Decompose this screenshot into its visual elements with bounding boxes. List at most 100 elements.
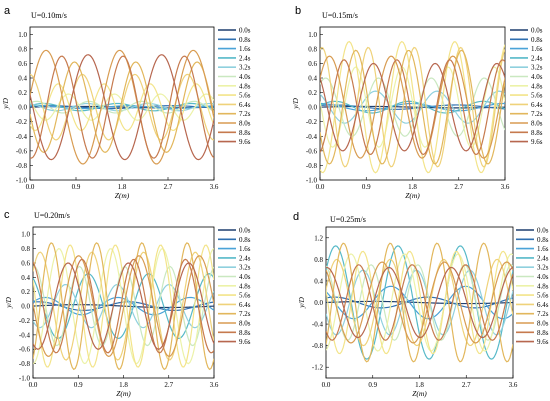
panel-letter: a — [4, 5, 11, 17]
y-tick-label: 0.6 — [308, 60, 317, 68]
y-tick-label: 0.4 — [308, 75, 317, 83]
series-line-8.8s — [33, 258, 214, 354]
velocity-label: U=0.20m/s — [34, 211, 70, 220]
series-line-7.2s — [326, 242, 513, 363]
legend-entry: 4.0s — [239, 273, 251, 281]
series-line-4.0s — [30, 100, 214, 114]
series-line-7.2s — [30, 61, 214, 153]
legend-entry: 3.2s — [531, 64, 543, 72]
legend-entry: 9.6s — [531, 138, 543, 146]
x-tick-label: 3.6 — [501, 183, 510, 191]
x-tick-label: 1.8 — [415, 381, 424, 389]
series-line-8.8s — [326, 264, 513, 341]
velocity-label: U=0.10m/s — [31, 11, 67, 20]
panel-letter: d — [293, 211, 299, 223]
legend-entry: 1.6s — [239, 245, 251, 253]
y-tick-label: -0.2 — [306, 118, 318, 126]
y-tick-label: -0.8 — [312, 342, 324, 350]
legend-entry: 8.0s — [239, 120, 251, 128]
y-tick-label: 0.2 — [18, 89, 27, 97]
legend-entry: 4.0s — [531, 73, 543, 81]
x-tick-label: 0.0 — [322, 381, 331, 389]
series-line-8.0s — [30, 49, 214, 165]
y-tick-label: -0.6 — [16, 147, 28, 155]
legend-entry: 8.8s — [531, 129, 543, 137]
y-tick-label: 1.0 — [308, 31, 317, 39]
chart-panel-a: a U=0.10m/s -1.0 -0.8 -0.6 -0.4 -0.2 0.0 0.2 0.4 0… — [1, 5, 251, 200]
legend-entry: 8.8s — [239, 329, 251, 337]
series-group — [30, 49, 214, 165]
velocity-label: U=0.15m/s — [322, 11, 358, 20]
panel-letter: b — [295, 5, 301, 17]
legend-entry: 9.6s — [239, 338, 251, 346]
legend-entry: 9.6s — [537, 338, 549, 346]
y-tick-label: 0.0 — [18, 104, 27, 112]
y-tick-label: 0.0 — [21, 303, 30, 311]
y-tick-label: 0.6 — [18, 60, 27, 68]
x-tick-label: 3.6 — [509, 381, 518, 389]
legend-entry: 4.0s — [537, 273, 549, 281]
legend-entry: 6.4s — [537, 301, 549, 309]
y-axis-label: y/D — [4, 297, 13, 309]
y-tick-label: 0.0 — [308, 104, 317, 112]
legend-entry: 0.0s — [537, 227, 549, 235]
legend-entry: 1.6s — [531, 45, 543, 53]
series-line-9.6s — [320, 62, 505, 152]
x-tick-label: 0.9 — [74, 381, 83, 389]
legend-entry: 8.0s — [239, 320, 251, 328]
x-tick-label: 0.9 — [362, 183, 371, 191]
legend-entry: 7.2s — [239, 310, 251, 318]
y-tick-label: 0.6 — [21, 259, 30, 267]
y-tick-label: 0.0 — [314, 299, 323, 307]
legend-entry: 1.6s — [239, 45, 251, 53]
y-tick-label: -0.4 — [312, 321, 324, 329]
y-tick-label: 0.2 — [21, 288, 30, 296]
y-tick-label: 0.4 — [21, 274, 30, 282]
series-line-5.6s — [33, 244, 214, 368]
x-tick-label: 2.7 — [462, 381, 471, 389]
legend-entry: 8.0s — [537, 320, 549, 328]
y-tick-label: -0.4 — [16, 133, 28, 141]
x-tick-label: 2.7 — [164, 183, 173, 191]
legend-entry: 2.4s — [537, 254, 549, 262]
legend-entry: 0.8s — [537, 236, 549, 244]
series-line-8.0s — [326, 261, 513, 344]
series-line-4.0s — [33, 265, 214, 347]
legend-entry: 9.6s — [239, 138, 251, 146]
x-tick-label: 2.7 — [164, 381, 173, 389]
legend-entry: 8.8s — [537, 329, 549, 337]
y-tick-label: 0.2 — [308, 89, 317, 97]
y-tick-label: 0.8 — [21, 245, 30, 253]
x-axis-label: Z(m) — [405, 191, 420, 200]
legend: 0.0s0.8s1.6s2.4s 3.2s4.0s4.8s 5.6s6.4s7.2s… — [516, 227, 549, 346]
legend-entry: 3.2s — [239, 64, 251, 72]
y-tick-label: 1.0 — [21, 231, 30, 239]
series-line-6.4s — [320, 46, 505, 168]
series-line-0.0s — [326, 300, 513, 305]
x-tick-label: 0.0 — [29, 381, 38, 389]
series-line-3.2s — [326, 269, 513, 336]
x-axis-label: Z(m) — [115, 191, 130, 200]
x-axis-label: Z(m) — [116, 389, 131, 398]
panel-letter: c — [4, 209, 10, 221]
series-group — [326, 242, 513, 363]
x-tick-label: 1.8 — [118, 183, 127, 191]
series-line-0.8s — [326, 296, 513, 309]
chart-panel-b: b U=0.15m/s -1.0 -0.8 -0.6 -0.4 -0.2 0.0 0.2 0.4 0… — [291, 5, 543, 200]
series-line-8.0s — [33, 255, 214, 358]
series-line-7.2s — [320, 49, 505, 165]
legend-entry: 0.8s — [239, 236, 251, 244]
y-tick-label: 0.4 — [314, 277, 323, 285]
legend-entry: 2.4s — [531, 54, 543, 62]
y-tick-label: -1.2 — [312, 364, 324, 372]
legend-entry: 6.4s — [531, 101, 543, 109]
legend-entry: 2.4s — [239, 54, 251, 62]
series-line-8.8s — [320, 59, 505, 156]
y-tick-label: -0.8 — [19, 360, 31, 368]
legend-entry: 4.0s — [239, 73, 251, 81]
series-line-6.4s — [30, 73, 214, 141]
x-tick-label: 0.9 — [368, 381, 377, 389]
series-line-8.8s — [30, 55, 214, 159]
legend-entry: 5.6s — [239, 92, 251, 100]
